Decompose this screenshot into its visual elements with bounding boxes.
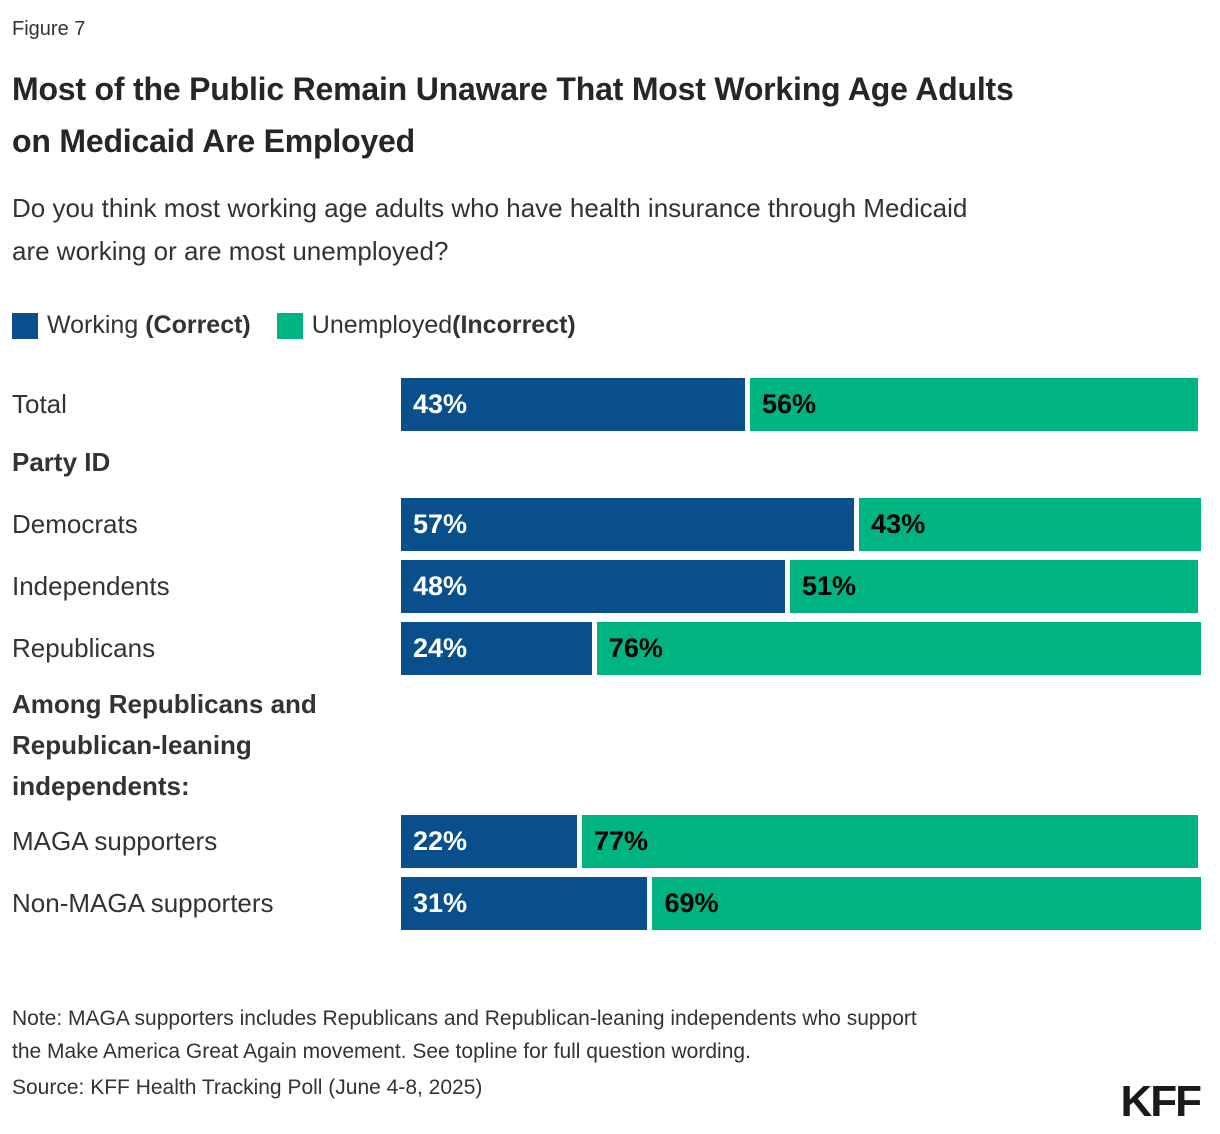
chart-legend: Working (Correct) Unemployed(Incorrect) — [12, 311, 1207, 340]
row-label: Total — [12, 389, 67, 419]
bar-value-label: 57% — [413, 509, 468, 539]
section-header-among-republicans: Among Republicans and Republican-leaning… — [12, 689, 317, 801]
bar-value-label: 24% — [413, 633, 468, 663]
chart-row-non-maga-supporters: Non-MAGA supporters 31% 69% — [12, 877, 1207, 930]
bar-segment-working: 57% — [401, 498, 855, 551]
section-header-party-id: Party ID — [12, 447, 111, 477]
bar-segment-working: 24% — [401, 622, 592, 675]
legend-swatch-working — [12, 312, 38, 339]
bar-area: 57% 43% — [401, 498, 1201, 551]
bar-value-label: 48% — [413, 571, 468, 601]
chart-row-independents: Independents 48% 51% — [12, 560, 1207, 613]
bar-value-label: 51% — [802, 571, 857, 601]
bar-value-label: 69% — [664, 888, 719, 918]
chart-row-democrats: Democrats 57% 43% — [12, 498, 1207, 551]
legend-swatch-unemployed — [276, 312, 303, 339]
bar-value-label: 77% — [594, 826, 649, 856]
bar-value-label: 31% — [413, 888, 468, 918]
chart-row-total: Total 43% 56% — [12, 378, 1207, 431]
row-label: Republicans — [12, 633, 156, 663]
bar-segment-working: 43% — [401, 378, 745, 431]
bar-value-label: 43% — [413, 389, 468, 419]
bar-value-label: 76% — [608, 633, 663, 663]
bar-segment-working: 31% — [401, 877, 648, 930]
chart-subtitle: Do you think most working age adults who… — [12, 193, 968, 266]
bar-segment-working: 48% — [401, 560, 785, 613]
legend-item-unemployed: Unemployed(Incorrect) — [276, 311, 576, 340]
row-label: MAGA supporters — [12, 826, 218, 856]
bar-segment-unemployed: 77% — [582, 815, 1198, 868]
bar-value-label: 56% — [762, 389, 817, 419]
chart-row-maga-supporters: MAGA supporters 22% 77% — [12, 815, 1207, 868]
legend-label-working: Working (Correct) — [47, 311, 251, 339]
bar-area: 48% 51% — [401, 560, 1201, 613]
bar-segment-unemployed: 56% — [750, 378, 1198, 431]
chart-source: Source: KFF Health Tracking Poll (June 4… — [12, 1076, 483, 1099]
chart-title: Most of the Public Remain Unaware That M… — [12, 71, 1014, 159]
kff-logo: KFF — [1120, 1077, 1202, 1126]
bar-area: 24% 76% — [401, 622, 1201, 675]
legend-label-unemployed: Unemployed(Incorrect) — [311, 311, 576, 339]
legend-item-working: Working (Correct) — [12, 311, 251, 340]
bar-segment-unemployed: 76% — [596, 622, 1201, 675]
bar-value-label: 22% — [413, 826, 468, 856]
bar-segment-unemployed: 51% — [790, 560, 1198, 613]
row-label: Democrats — [12, 509, 138, 539]
figure-label: Figure 7 — [12, 18, 86, 40]
bar-segment-unemployed: 43% — [859, 498, 1201, 551]
bar-segment-working: 22% — [401, 815, 577, 868]
row-label: Non-MAGA supporters — [12, 888, 274, 918]
bar-area: 31% 69% — [401, 877, 1201, 930]
bar-area: 22% 77% — [401, 815, 1201, 868]
stacked-bar-chart: Total 43% 56% Party ID Democrats 57% 43% — [12, 378, 1207, 930]
bar-segment-unemployed: 69% — [652, 877, 1201, 930]
chart-row-republicans: Republicans 24% 76% — [12, 622, 1207, 675]
bar-area: 43% 56% — [401, 378, 1201, 431]
bar-value-label: 43% — [871, 509, 926, 539]
chart-note: Note: MAGA supporters includes Republica… — [12, 1007, 917, 1063]
row-label: Independents — [12, 571, 170, 601]
